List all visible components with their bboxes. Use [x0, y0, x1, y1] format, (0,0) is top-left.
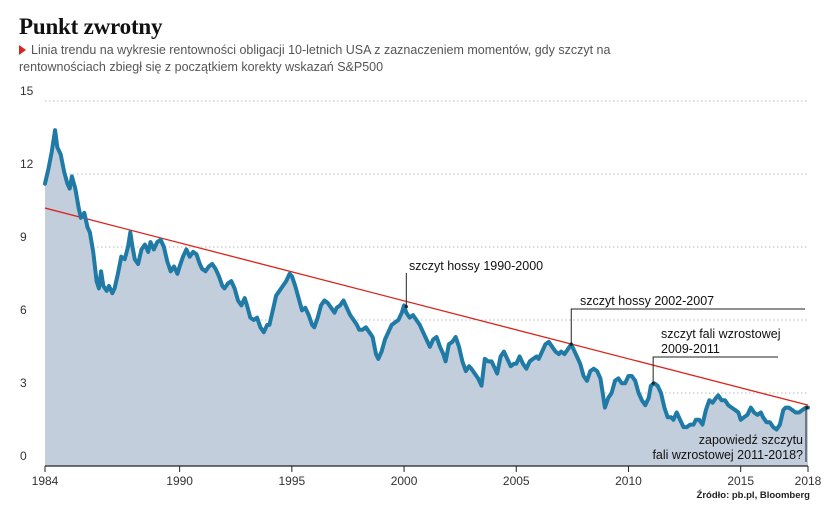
subtitle-marker-icon	[19, 45, 26, 55]
trend-layer	[44, 207, 809, 406]
annotation-point-1	[404, 305, 408, 309]
annotation-label-wave-2009-2011-line2: 2009-2011	[661, 342, 720, 356]
yield-area-fill	[45, 130, 808, 466]
subtitle-text: Linia trendu na wykresie rentowności obl…	[19, 43, 611, 74]
x-tick-label-2015: 2015	[727, 474, 754, 488]
y-tick-label-9: 9	[20, 230, 27, 244]
y-tick-label-6: 6	[20, 303, 27, 317]
annotation-leader-3	[652, 356, 778, 384]
x-tick-label-2005: 2005	[503, 474, 530, 488]
x-tick-label-1990: 1990	[166, 474, 193, 488]
annotation-label-wave-2009-2011-line1: szczyt fali wzrostowej	[661, 327, 780, 341]
chart-title: Punkt zwrotny	[19, 14, 163, 39]
annotation-label-hossa-1990-2000: szczyt hossy 1990-2000	[409, 259, 543, 273]
y-tick-label-3: 3	[20, 376, 27, 390]
x-tick-label-1995: 1995	[279, 474, 306, 488]
annotation-point-3	[651, 381, 655, 385]
y-tick-label-12: 12	[20, 157, 34, 171]
x-tick-label-2018: 2018	[795, 474, 822, 488]
chart-subtitle: Linia trendu na wykresie rentowności obl…	[19, 42, 679, 76]
annotation-point-4	[805, 406, 809, 410]
source-note: Źródło: pb.pl, Bloomberg	[697, 490, 811, 501]
y-tick-label-0: 0	[20, 449, 27, 463]
x-tick-label-2000: 2000	[391, 474, 418, 488]
annotation-label-forecast-line1: zapowiedź szczytu	[699, 433, 803, 447]
x-tick-label-2010: 2010	[615, 474, 642, 488]
annotation-leader-2	[570, 308, 805, 345]
annotation-label-forecast-line2: fali wzrostowej 2011-2018?	[652, 448, 803, 462]
x-tick-label-1984: 1984	[32, 474, 59, 488]
yield-series-line	[43, 128, 810, 432]
axis-layer: 0 3 6 9 12 15 1984 1990 1995 2000 2005 2010 2015 2018	[20, 84, 822, 488]
annotation-point-2	[569, 342, 573, 346]
annotation-label-hossa-2002-2007: szczyt hossy 2002-2007	[580, 294, 714, 308]
trend-line	[44, 207, 809, 406]
y-tick-label-15: 15	[20, 84, 34, 98]
annotation-layer: szczyt hossy 1990-2000 szczyt hossy 2002…	[404, 259, 809, 462]
